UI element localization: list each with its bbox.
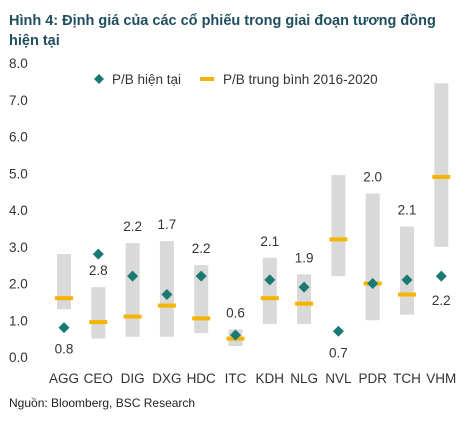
current-point (367, 278, 379, 289)
current-point (401, 274, 413, 286)
legend-current-icon (94, 74, 104, 84)
range-bar (262, 257, 277, 324)
current-point (298, 281, 310, 293)
current-point (58, 322, 70, 334)
current-point (264, 274, 276, 286)
current-point (161, 289, 173, 301)
average-marker (123, 314, 142, 319)
data-label: 2.1 (260, 234, 279, 249)
source-note: Nguồn: Bloomberg, BSC Research (9, 396, 196, 410)
data-label: 2.2 (123, 219, 142, 234)
average-marker (260, 296, 279, 301)
x-tick-label: NLG (290, 371, 318, 386)
legend-average-icon (200, 77, 214, 81)
range-bar (125, 243, 140, 337)
x-tick-label: DXG (152, 371, 181, 386)
y-tick-label: 3.0 (9, 240, 28, 255)
average-marker (295, 301, 314, 306)
y-tick-label: 4.0 (9, 203, 28, 218)
range-bar (194, 265, 209, 334)
y-tick-label: 8.0 (9, 56, 28, 71)
range-bar (331, 175, 346, 277)
range-bar (159, 241, 174, 337)
y-tick-label: 5.0 (9, 166, 28, 181)
y-tick-label: 0.0 (9, 350, 28, 365)
y-tick-label: 2.0 (9, 277, 28, 292)
data-label: 2.1 (398, 203, 417, 218)
average-marker (329, 237, 348, 242)
average-marker (157, 303, 176, 308)
x-tick-label: DIG (121, 371, 145, 386)
data-label: 1.9 (295, 250, 314, 265)
data-label: 2.0 (363, 169, 382, 184)
data-label: 2.2 (432, 293, 451, 308)
x-tick-label: ITC (225, 371, 247, 386)
x-tick-label: CEO (84, 371, 113, 386)
range-bar (91, 287, 106, 339)
current-point (127, 270, 139, 282)
current-point (435, 270, 447, 282)
data-label: 1.7 (158, 217, 177, 232)
x-tick-label: VHM (426, 371, 456, 386)
x-tick-label: PDR (358, 371, 387, 386)
x-tick-label: NVL (325, 371, 352, 386)
data-label: 0.8 (55, 342, 74, 357)
current-point (195, 270, 207, 282)
data-label: 2.2 (192, 241, 211, 256)
data-label: 0.6 (226, 305, 245, 320)
current-point (332, 325, 344, 337)
average-marker (398, 292, 416, 297)
y-tick-label: 7.0 (9, 93, 28, 108)
current-point (92, 248, 104, 260)
average-marker (432, 174, 451, 179)
range-bar (57, 254, 71, 310)
y-tick-label: 1.0 (9, 313, 28, 328)
x-tick-label: AGG (49, 371, 79, 386)
range-bar (400, 226, 414, 315)
average-marker (192, 316, 211, 321)
average-marker (55, 296, 73, 301)
legend-average-label: P/B trung bình 2016-2020 (223, 72, 378, 87)
x-tick-label: HDC (187, 371, 216, 386)
range-bar (434, 83, 449, 247)
x-tick-label: TCH (393, 371, 421, 386)
current-point (230, 329, 241, 341)
range-bar (365, 193, 380, 321)
y-tick-label: 6.0 (9, 130, 28, 145)
average-marker (89, 320, 108, 325)
x-tick-label: KDH (256, 371, 285, 386)
data-label: 0.7 (329, 345, 348, 360)
chart-title: Hình 4: Định giá của các cổ phiếu trong … (9, 13, 436, 49)
data-label: 2.8 (89, 263, 108, 278)
legend-current-label: P/B hiện tại (112, 72, 181, 87)
